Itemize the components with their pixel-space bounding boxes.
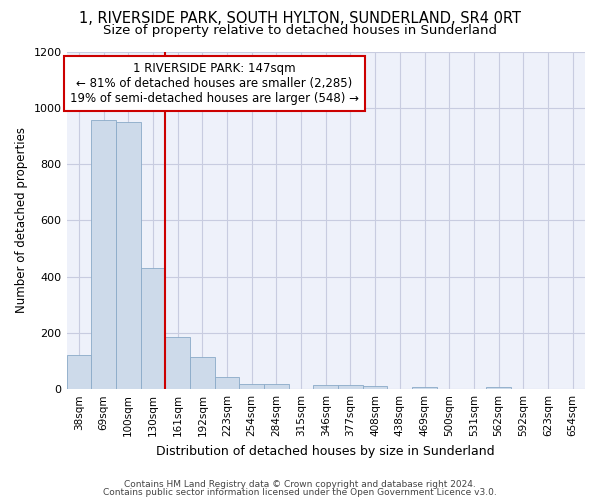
Bar (412, 387, 437, 389)
Bar (91, 120, 116, 389)
Bar (363, 386, 388, 389)
Bar (215, 376, 239, 389)
Bar (486, 387, 511, 389)
Y-axis label: Number of detached properties: Number of detached properties (15, 128, 28, 314)
Text: Contains HM Land Registry data © Crown copyright and database right 2024.: Contains HM Land Registry data © Crown c… (124, 480, 476, 489)
Text: Contains public sector information licensed under the Open Government Licence v3: Contains public sector information licen… (103, 488, 497, 497)
Bar (338, 385, 363, 389)
Text: 1 RIVERSIDE PARK: 147sqm
← 81% of detached houses are smaller (2,285)
19% of sem: 1 RIVERSIDE PARK: 147sqm ← 81% of detach… (70, 62, 359, 104)
Bar (116, 122, 140, 389)
Text: 1, RIVERSIDE PARK, SOUTH HYLTON, SUNDERLAND, SR4 0RT: 1, RIVERSIDE PARK, SOUTH HYLTON, SUNDERL… (79, 11, 521, 26)
Bar (67, 356, 91, 389)
Bar (190, 357, 215, 389)
Text: Size of property relative to detached houses in Sunderland: Size of property relative to detached ho… (103, 24, 497, 37)
Bar (140, 268, 165, 389)
X-axis label: Distribution of detached houses by size in Sunderland: Distribution of detached houses by size … (157, 444, 495, 458)
Bar (239, 384, 264, 389)
Bar (165, 337, 190, 389)
Bar (264, 384, 289, 389)
Bar (313, 385, 338, 389)
